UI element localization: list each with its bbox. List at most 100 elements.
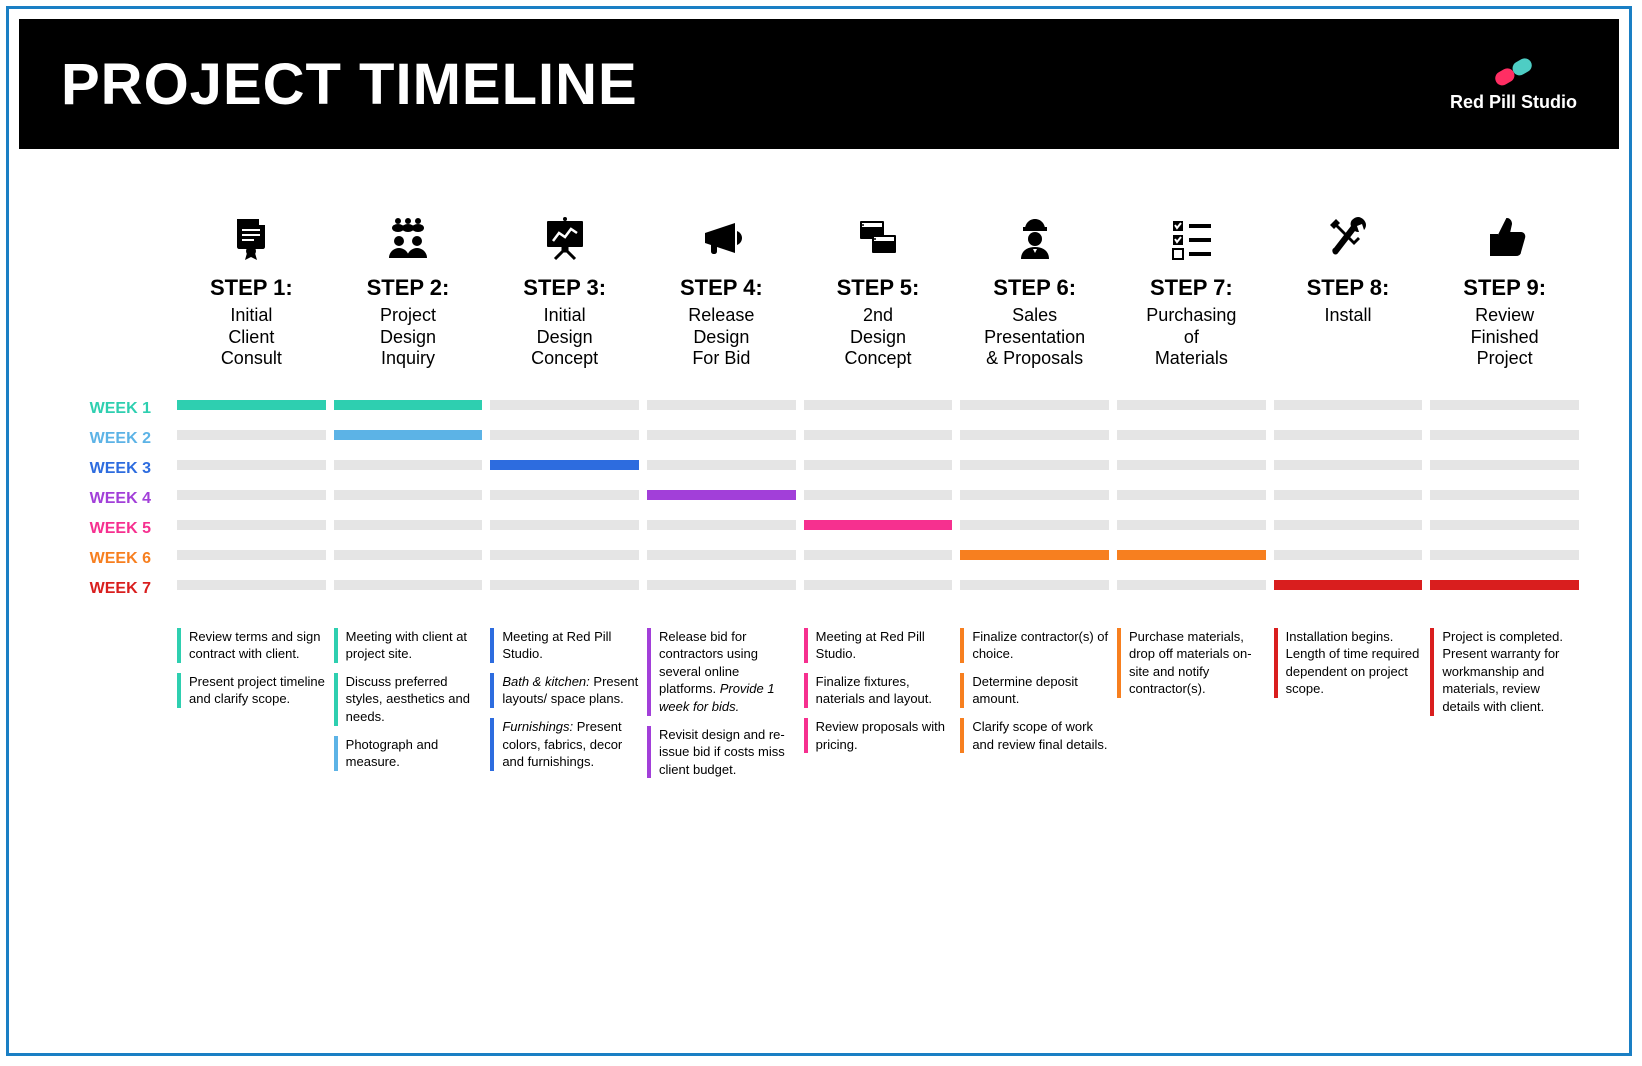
gantt-bar	[1274, 550, 1423, 560]
gantt-bar	[177, 520, 326, 530]
note: Determine deposit amount.	[960, 673, 1109, 708]
gantt-bar	[177, 430, 326, 440]
gantt-bar	[177, 580, 326, 590]
step-label: STEP 3:	[490, 275, 639, 301]
notes-cell-7: Purchase materials, drop off materials o…	[1117, 628, 1266, 778]
gantt-bar	[1117, 490, 1266, 500]
note: Meeting with client at project site.	[334, 628, 483, 663]
group-icon	[334, 209, 483, 265]
step-label: STEP 7:	[1117, 275, 1266, 301]
gantt-bar	[1430, 520, 1579, 530]
gantt-bar	[960, 490, 1109, 500]
note: Bath & kitchen: Present layouts/ space p…	[490, 673, 639, 708]
gantt-bar	[647, 430, 796, 440]
step-title: ReviewFinishedProject	[1430, 305, 1579, 370]
gantt-bar	[334, 580, 483, 590]
gantt-bar	[1274, 580, 1423, 590]
gantt-bar	[1430, 400, 1579, 410]
note: Review proposals with pricing.	[804, 718, 953, 753]
gantt-bar	[1117, 580, 1266, 590]
gantt-chart: WEEK 1WEEK 2WEEK 3WEEK 4WEEK 5WEEK 6WEEK…	[59, 400, 1579, 598]
step-title: InitialDesignConcept	[490, 305, 639, 370]
windows-icon	[804, 209, 953, 265]
gantt-bar	[1274, 520, 1423, 530]
step-header-1: STEP 1: InitialClientConsult	[177, 209, 326, 370]
notes-cell-5: Meeting at Red Pill Studio.Finalize fixt…	[804, 628, 953, 778]
step-title: 2ndDesignConcept	[804, 305, 953, 370]
note: Installation begins. Length of time requ…	[1274, 628, 1423, 698]
note: Project is completed. Present warranty f…	[1430, 628, 1579, 716]
gantt-bar	[490, 520, 639, 530]
gantt-bar	[490, 460, 639, 470]
gantt-bar	[334, 430, 483, 440]
gantt-bar	[334, 490, 483, 500]
step-title: PurchasingofMaterials	[1117, 305, 1266, 370]
tools-icon	[1274, 209, 1423, 265]
gantt-bar	[960, 460, 1109, 470]
content: STEP 1: InitialClientConsult STEP 2: Pro…	[19, 149, 1619, 1043]
step-title: ProjectDesignInquiry	[334, 305, 483, 370]
gantt-bar	[960, 520, 1109, 530]
gantt-bar	[960, 580, 1109, 590]
gantt-bar	[960, 550, 1109, 560]
note: Review terms and sign contract with clie…	[177, 628, 326, 663]
worker-icon	[960, 209, 1109, 265]
logo: Red Pill Studio	[1450, 56, 1577, 113]
step-title: ReleaseDesignFor Bid	[647, 305, 796, 370]
gantt-bar	[334, 460, 483, 470]
step-header-6: STEP 6: SalesPresentation& Proposals	[960, 209, 1109, 370]
gantt-bar	[647, 580, 796, 590]
note: Revisit design and re-issue bid if costs…	[647, 726, 796, 779]
week-label-5: WEEK 5	[59, 520, 169, 538]
gantt-bar	[1274, 400, 1423, 410]
gantt-bar	[804, 430, 953, 440]
checklist-icon	[1117, 209, 1266, 265]
gantt-bar	[334, 520, 483, 530]
step-label: STEP 9:	[1430, 275, 1579, 301]
gantt-bar	[647, 460, 796, 470]
gantt-bar	[804, 460, 953, 470]
gantt-bar	[960, 400, 1109, 410]
gantt-bar	[804, 400, 953, 410]
gantt-bar	[1430, 430, 1579, 440]
note: Discuss preferred styles, aesthetics and…	[334, 673, 483, 726]
gantt-bar	[804, 490, 953, 500]
page-title: PROJECT TIMELINE	[61, 51, 638, 118]
note: Purchase materials, drop off materials o…	[1117, 628, 1266, 698]
canvas: PROJECT TIMELINE Red Pill Studio STEP 1:…	[19, 19, 1619, 1043]
header: PROJECT TIMELINE Red Pill Studio	[19, 19, 1619, 149]
note: Finalize contractor(s) of choice.	[960, 628, 1109, 663]
gantt-bar	[804, 550, 953, 560]
gantt-bar	[647, 400, 796, 410]
step-header-5: STEP 5: 2ndDesignConcept	[804, 209, 953, 370]
gantt-bar	[490, 550, 639, 560]
presentation-icon	[490, 209, 639, 265]
step-title: Install	[1274, 305, 1423, 327]
note: Clarify scope of work and review final d…	[960, 718, 1109, 753]
notes-cell-1: Review terms and sign contract with clie…	[177, 628, 326, 778]
step-label: STEP 1:	[177, 275, 326, 301]
notes-cell-3: Meeting at Red Pill Studio.Bath & kitche…	[490, 628, 639, 778]
step-header-7: STEP 7: PurchasingofMaterials	[1117, 209, 1266, 370]
gantt-bar	[334, 550, 483, 560]
week-label-3: WEEK 3	[59, 460, 169, 478]
gantt-bar	[647, 490, 796, 500]
gantt-bar	[1117, 520, 1266, 530]
step-title: InitialClientConsult	[177, 305, 326, 370]
step-header-4: STEP 4: ReleaseDesignFor Bid	[647, 209, 796, 370]
gantt-bar	[1274, 490, 1423, 500]
gantt-bar	[1274, 460, 1423, 470]
gantt-bar	[804, 580, 953, 590]
gantt-bar	[1430, 490, 1579, 500]
notes-row: Review terms and sign contract with clie…	[59, 628, 1579, 778]
gantt-bar	[490, 490, 639, 500]
step-title: SalesPresentation& Proposals	[960, 305, 1109, 370]
gantt-bar	[490, 430, 639, 440]
gantt-bar	[1117, 430, 1266, 440]
gantt-bar	[177, 400, 326, 410]
step-header-2: STEP 2: ProjectDesignInquiry	[334, 209, 483, 370]
gantt-bar	[334, 400, 483, 410]
step-label: STEP 6:	[960, 275, 1109, 301]
steps-header-row: STEP 1: InitialClientConsult STEP 2: Pro…	[59, 209, 1579, 370]
note: Present project timeline and clarify sco…	[177, 673, 326, 708]
